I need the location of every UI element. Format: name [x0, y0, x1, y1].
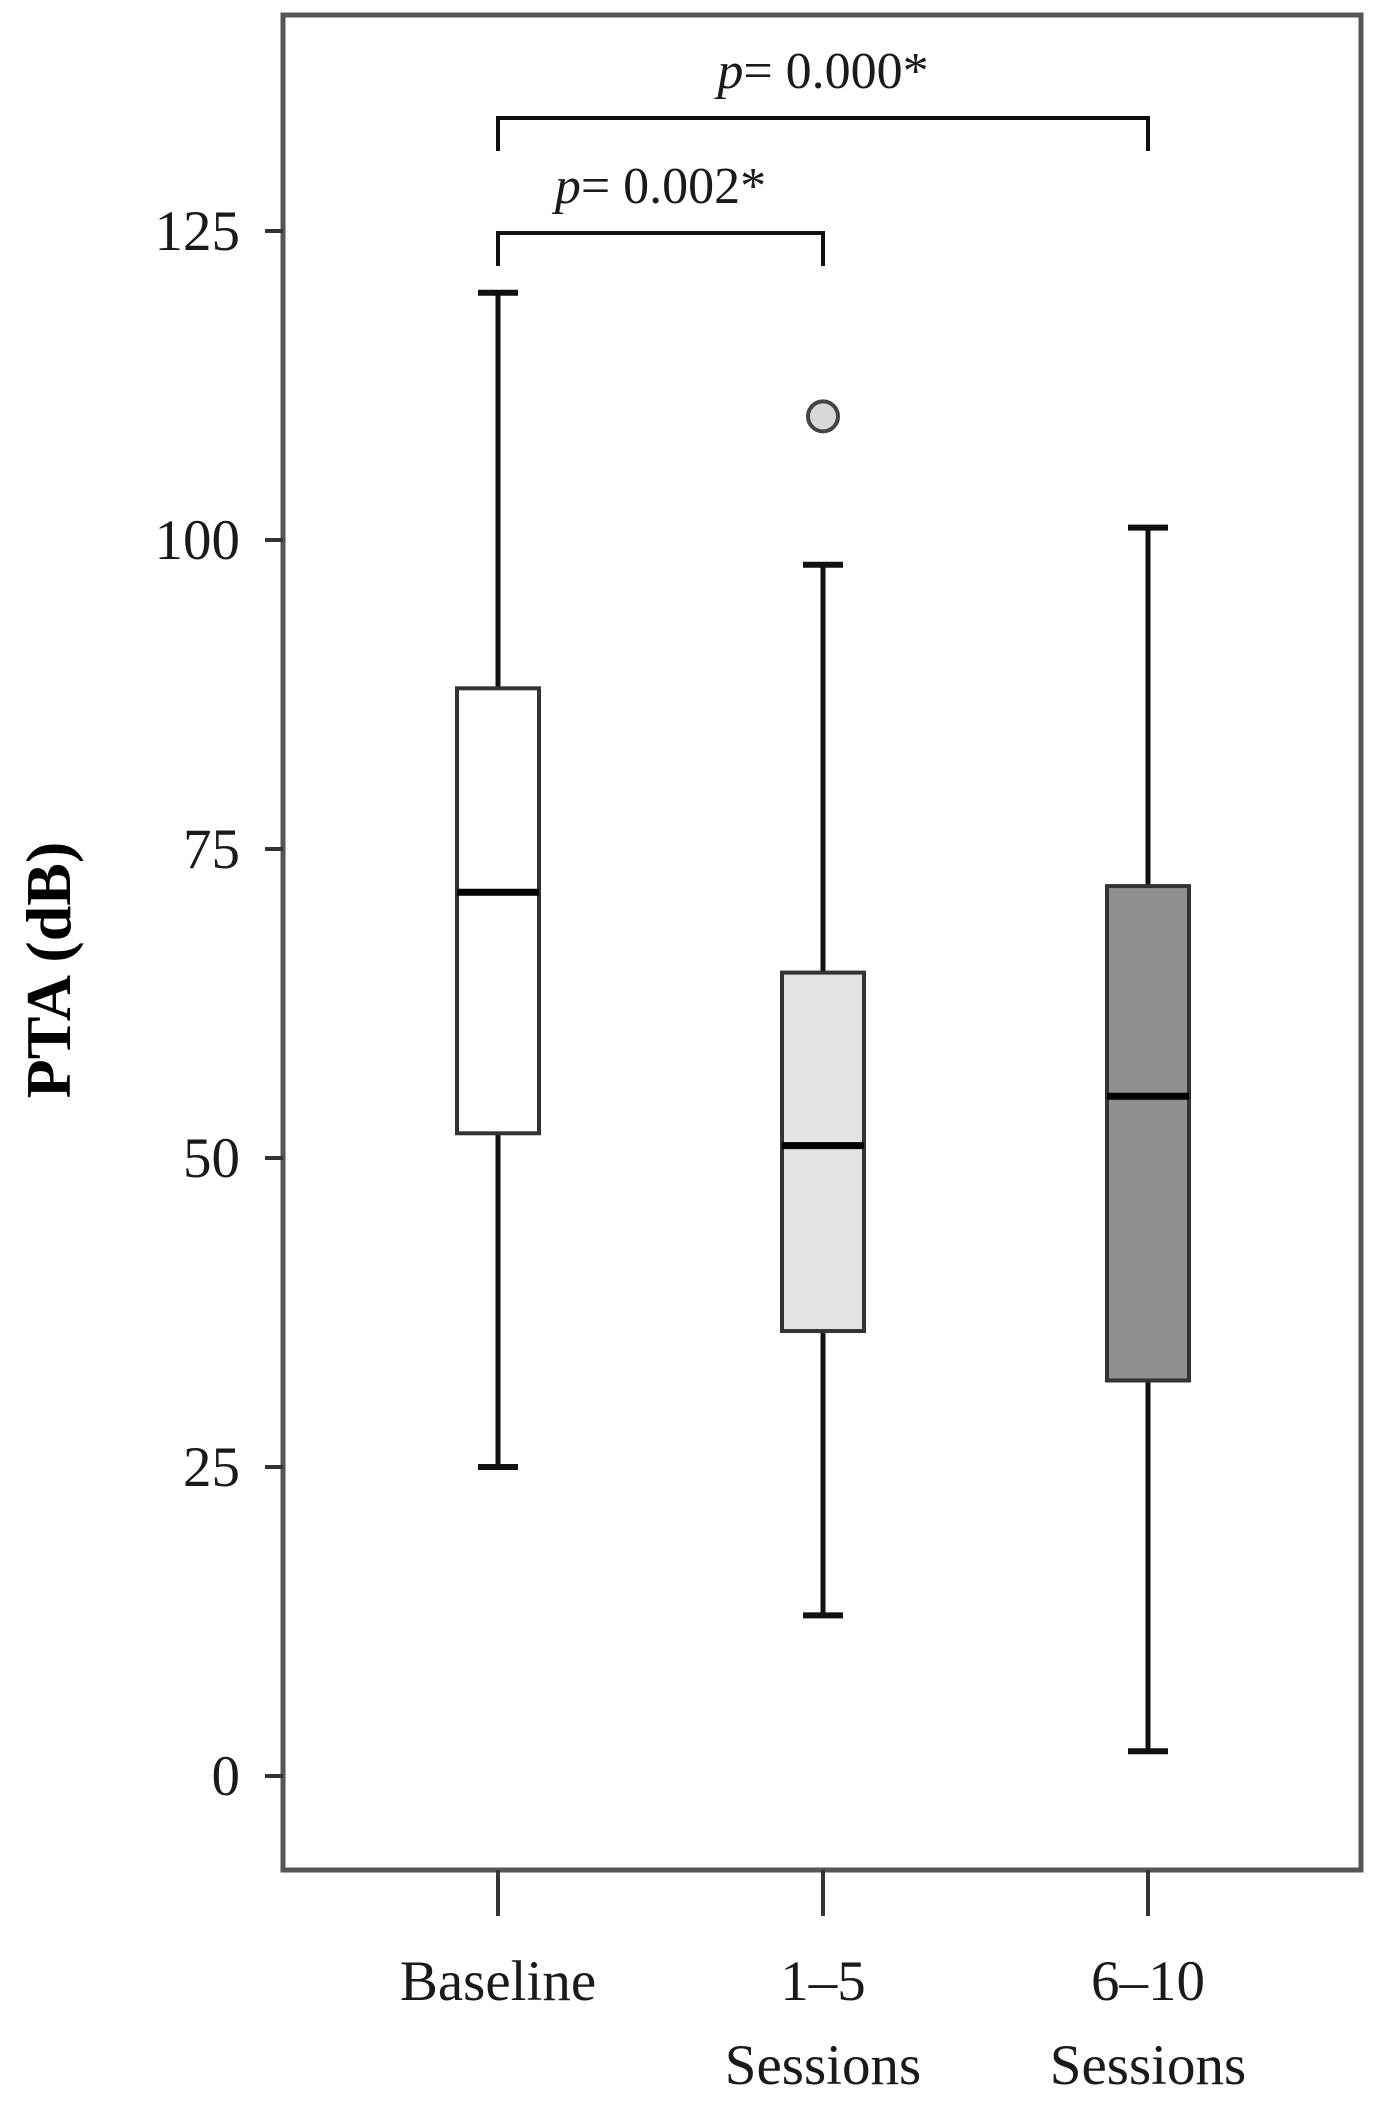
p-value-label: p= 0.002* [551, 158, 766, 215]
y-tick-label: 100 [155, 509, 241, 572]
x-tick-label: Sessions [725, 2034, 921, 2097]
x-tick-label: 6–10 [1091, 1950, 1205, 2013]
y-tick-label: 75 [183, 818, 240, 881]
iqr-box [455, 686, 541, 1136]
p-value-prefix: p [551, 158, 581, 215]
p-value-label: p= 0.000* [713, 43, 928, 100]
box-group [1105, 524, 1191, 1755]
x-tick-label: Sessions [1050, 2034, 1246, 2097]
outlier-point [806, 399, 840, 434]
p-value-text: = 0.002* [581, 158, 766, 215]
y-tick-label: 125 [155, 200, 241, 263]
x-tick-label: 1–5 [780, 1950, 866, 2013]
y-tick-label: 25 [183, 1436, 240, 1499]
box-group [780, 399, 866, 1619]
significance-bracket [496, 231, 825, 266]
y-tick-label: 50 [183, 1127, 240, 1190]
x-tick-label: Baseline [400, 1950, 596, 2013]
iqr-box [1105, 884, 1191, 1383]
iqr-box [780, 970, 866, 1334]
y-axis: 0 25 50 75 100 125 [155, 200, 283, 1808]
p-value-prefix: p [713, 43, 743, 100]
box-group [455, 289, 541, 1470]
significance-bracket [496, 116, 1150, 151]
significance-brackets: p= 0.000*p= 0.002* [496, 43, 1150, 266]
box-series [455, 289, 1191, 1755]
p-value-text: = 0.000* [743, 43, 928, 100]
x-axis: Baseline 1–5 Sessions 6–10 Sessions [400, 1870, 1246, 2097]
y-tick-label: 0 [212, 1745, 241, 1808]
y-axis-label: PTA (dB) [13, 842, 84, 1099]
